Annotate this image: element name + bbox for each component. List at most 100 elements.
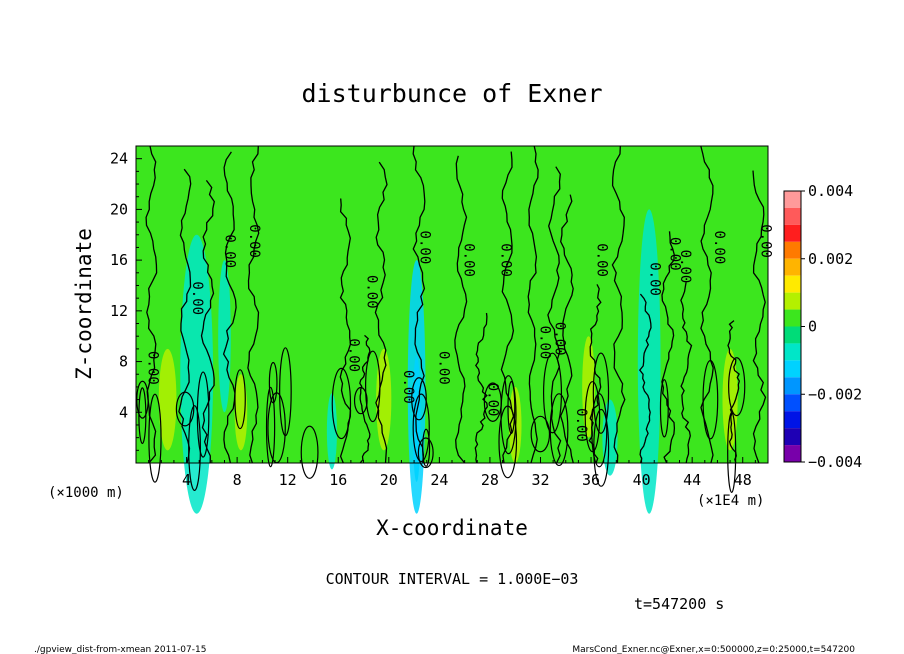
x-tick-label-9: 40 xyxy=(633,471,651,489)
x-tick-label-0: 4 xyxy=(182,471,191,489)
x-axis-unit-right: (×1E4 m) xyxy=(697,493,764,509)
contour-loop-4 xyxy=(659,379,669,438)
x-axis-label: X-coordinate xyxy=(376,516,528,540)
contour-label-2: 0.00 xyxy=(222,234,238,268)
y-tick-label-3: 16 xyxy=(110,251,128,269)
contour-loop-18 xyxy=(530,415,551,453)
contour-line-21 xyxy=(727,320,740,464)
contour-line-16 xyxy=(611,145,626,464)
contour-label-15: 0.00 xyxy=(593,243,609,277)
colorbar-labels: 0.004 0.002 0 −0.002 −0.004 xyxy=(801,182,862,471)
colorbar-swatch-4 xyxy=(784,258,801,276)
contour-interval-note: CONTOUR INTERVAL = 1.000E−03 xyxy=(326,570,579,588)
contour-label-5: 0.00 xyxy=(363,275,379,309)
contour-line-1 xyxy=(178,168,192,464)
colorbar-label-1: 0.002 xyxy=(808,250,853,268)
colorbar-swatch-8 xyxy=(784,326,801,344)
x-tick-label-2: 12 xyxy=(279,471,297,489)
contour-label-14: 0.00 xyxy=(573,408,589,442)
contour-line-13 xyxy=(547,166,562,464)
y-axis-ticks: 4 8 12 16 20 24 xyxy=(110,150,142,451)
footer-right: MarsCond_Exner.nc@Exner,x=0:500000,z=0:2… xyxy=(572,645,855,654)
contour-loop-3 xyxy=(727,411,737,493)
contour-loop-22 xyxy=(549,393,569,467)
contour-label-0: 0.00 xyxy=(145,351,161,385)
contour-loop-29 xyxy=(196,371,210,458)
contour-line-7 xyxy=(374,161,388,464)
contour-loop-16 xyxy=(507,380,516,435)
contour-line-2 xyxy=(200,180,215,464)
contour-loop-19 xyxy=(279,347,292,437)
x-axis-ticks: 4 8 12 16 20 24 28 32 36 40 44 48 xyxy=(148,457,756,489)
x-tick-label-8: 36 xyxy=(582,471,600,489)
x-tick-label-3: 16 xyxy=(329,471,347,489)
contour-loop-30 xyxy=(234,369,246,430)
colorbar-swatch-9 xyxy=(784,343,801,361)
colorbar-swatch-7 xyxy=(784,309,801,327)
contour-loop-13 xyxy=(593,408,610,487)
contour-line-12 xyxy=(527,145,539,464)
contour-line-0 xyxy=(145,145,158,464)
contour-label-4: 0.00 xyxy=(346,338,362,372)
contour-lines xyxy=(136,145,767,493)
chart-title: disturbunce of Exner xyxy=(301,79,602,108)
colorbar-swatches xyxy=(784,191,801,462)
contour-line-20 xyxy=(700,145,714,464)
colorbar-swatch-10 xyxy=(784,360,801,378)
y-tick-label-1: 8 xyxy=(119,353,128,371)
contour-line-4 xyxy=(247,145,260,464)
contour-line-17 xyxy=(638,293,652,464)
colorbar-swatch-11 xyxy=(784,377,801,395)
contour-label-16: 0.00 xyxy=(646,262,662,296)
contour-loop-20 xyxy=(300,425,319,479)
contour-loop-15 xyxy=(148,393,162,483)
contour-loop-5 xyxy=(411,377,427,421)
contour-label-3: 0.00 xyxy=(246,224,262,258)
fill-feature-4 xyxy=(326,393,337,470)
contour-loop-23 xyxy=(138,387,147,445)
contour-loop-6 xyxy=(188,405,201,492)
colorbar: 0.004 0.002 0 −0.002 −0.004 xyxy=(783,182,862,471)
contour-loop-33 xyxy=(483,382,502,422)
contour-labels: 0.00 0.00 0.00 0.00 0.00 0.00 0.00 0.00 0.00 0.00… xyxy=(145,224,774,442)
footer-left: ./gpview_dist-from-xmean 2011-07-15 xyxy=(34,645,206,654)
x-tick-label-1: 8 xyxy=(233,471,242,489)
contour-loop-7 xyxy=(542,352,563,434)
x-tick-label-6: 28 xyxy=(481,471,499,489)
contour-loop-32 xyxy=(422,428,431,467)
contour-label-6: 0.00 xyxy=(400,370,416,404)
contour-line-19 xyxy=(680,282,693,464)
contour-loop-0 xyxy=(702,359,719,440)
contour-loop-27 xyxy=(331,367,352,440)
contour-label-9: 0.00 xyxy=(461,243,477,277)
x-tick-label-10: 44 xyxy=(683,471,701,489)
fill-feature-7 xyxy=(234,374,248,451)
contour-label-11: 0.00 xyxy=(497,243,513,277)
colorbar-swatch-12 xyxy=(784,394,801,412)
contour-label-17: 0.00 xyxy=(667,237,683,271)
y-axis-label: Z-coordinate xyxy=(72,228,96,380)
contour-line-18 xyxy=(661,231,676,464)
x-tick-label-5: 24 xyxy=(430,471,448,489)
plot-area: 0.00 0.00 0.00 0.00 0.00 0.00 0.00 0.00 0.00 0.00… xyxy=(135,145,774,514)
x-axis-unit-left: (×1000 m) xyxy=(48,485,124,501)
contour-label-20: 0.00 xyxy=(758,224,774,258)
fill-background xyxy=(136,146,768,463)
contour-line-14 xyxy=(559,194,574,464)
contour-line-22 xyxy=(752,170,767,464)
colorbar-label-3: −0.002 xyxy=(808,385,862,403)
contour-loop-11 xyxy=(265,386,276,468)
x-tick-label-4: 20 xyxy=(380,471,398,489)
x-tick-label-11: 48 xyxy=(734,471,752,489)
colorbar-swatch-6 xyxy=(784,292,801,310)
y-tick-label-5: 24 xyxy=(110,150,128,168)
contour-label-1: 0.00 xyxy=(189,281,205,315)
contour-label-12: 0.00 xyxy=(537,326,553,360)
colorbar-swatch-2 xyxy=(784,224,801,242)
y-tick-label-4: 20 xyxy=(110,200,128,218)
contour-line-6 xyxy=(359,334,371,464)
contour-line-9 xyxy=(454,155,468,464)
colorbar-swatch-0 xyxy=(784,191,801,208)
fill-feature-2 xyxy=(637,209,661,514)
